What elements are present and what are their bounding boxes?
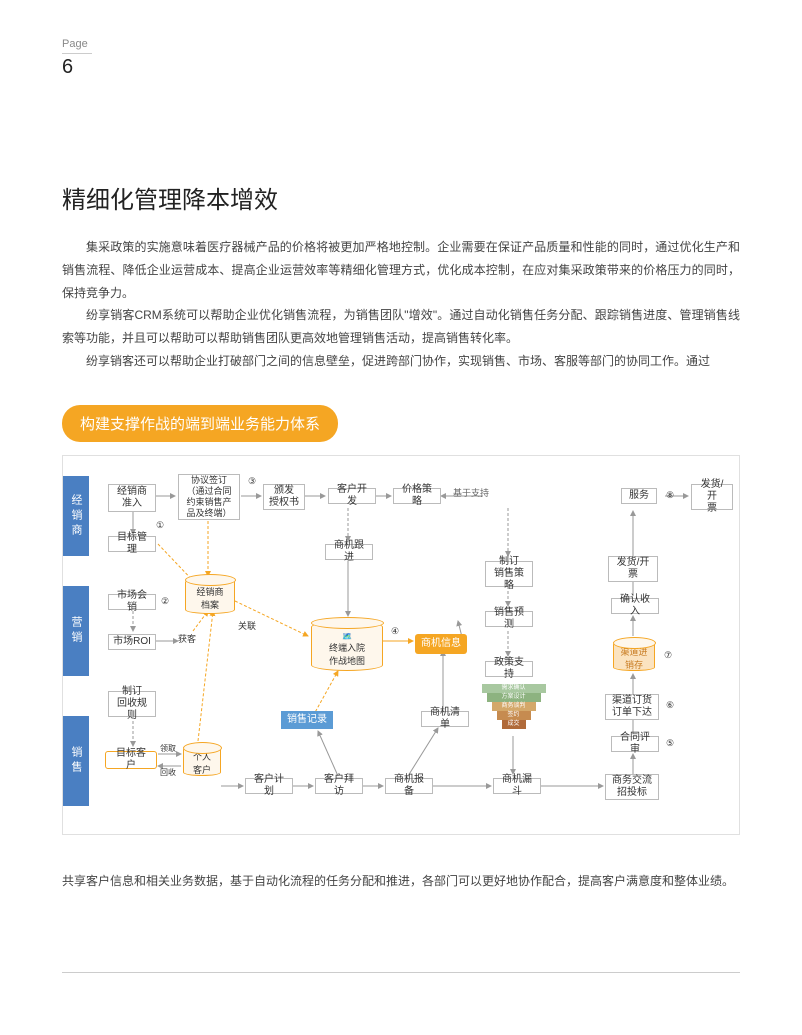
- node-market-roi: 市场ROI: [108, 634, 156, 650]
- page-number: 6: [62, 56, 92, 79]
- node-service: 服务: [621, 488, 657, 504]
- node-target-mgmt: 目标管理: [108, 536, 156, 552]
- funnel-l4: 签约: [497, 711, 531, 720]
- node-customer-plan: 客户计划: [245, 778, 293, 794]
- circle-2: ②: [158, 594, 172, 608]
- node-oppty-follow: 商机跟进: [325, 544, 373, 560]
- node-customer-visit: 客户拜访: [315, 778, 363, 794]
- label-link: 关联: [238, 621, 256, 632]
- cylinder-personal-label: 个人客户: [193, 750, 211, 776]
- paragraph-2: 纷享销客CRM系统可以帮助企业优化销售流程，为销售团队"增效"。通过自动化销售任…: [62, 304, 740, 350]
- node-price-strategy: 价格策略: [393, 488, 441, 504]
- circle-5: ⑤: [663, 736, 677, 750]
- cylinder-dealer-profile-label: 经销商档案: [196, 585, 223, 611]
- main-title: 精细化管理降本增效: [62, 180, 278, 215]
- tag-sales-record: 销售记录: [281, 711, 333, 729]
- label-collect: 领取: [160, 744, 176, 754]
- lane-marketing: 营销: [63, 586, 89, 676]
- cylinder-channel-stock-label: 渠道进销存: [620, 645, 647, 671]
- circle-7: ⑦: [661, 648, 675, 662]
- node-oppty-report: 商机报备: [385, 778, 433, 794]
- circle-6: ⑥: [663, 698, 677, 712]
- node-auth: 颁发授权书: [263, 484, 305, 510]
- node-channel-order: 渠道订货订单下达: [605, 694, 659, 720]
- page-header: Page 6: [62, 38, 92, 79]
- cylinder-dealer-profile: 经销商档案: [185, 578, 235, 614]
- label-return: 回收: [160, 768, 176, 778]
- page-bottom-rule: [62, 972, 740, 973]
- node-oppty-list: 商机清单: [421, 711, 469, 727]
- paragraph-1: 集采政策的实施意味着医疗器械产品的价格将被更加严格地控制。企业需要在保证产品质量…: [62, 236, 740, 304]
- paragraph-3: 纷享销客还可以帮助企业打破部门之间的信息壁垒，促进跨部门协作，实现销售、市场、客…: [62, 350, 740, 373]
- node-contract-sign: 协议签订（通过合同约束销售产品及终端）: [178, 474, 240, 520]
- circle-3: ③: [245, 474, 259, 488]
- node-dealer-entry: 经销商准入: [108, 484, 156, 512]
- node-oppty-funnel: 商机漏斗: [493, 778, 541, 794]
- circle-8: ⑧: [663, 488, 677, 502]
- node-biz-exchange: 商务交流招投标: [605, 774, 659, 800]
- circle-1: ①: [153, 518, 167, 532]
- funnel-l1: 需求确认: [482, 684, 546, 693]
- node-recycle-rule: 制订回收规则: [108, 691, 156, 717]
- page-label: Page: [62, 38, 92, 54]
- node-market-event: 市场会销: [108, 594, 156, 610]
- cylinder-channel-stock: 渠道进销存: [613, 641, 655, 671]
- funnel-l2: 方案设计: [487, 693, 541, 702]
- node-contract-review: 合同评审: [611, 736, 659, 752]
- label-support-based: 基于支持: [453, 488, 489, 499]
- flowchart-diagram: 经销商 营销 销售: [62, 455, 740, 835]
- node-ship-invoice: 发货/开票: [608, 556, 658, 582]
- lane-sales: 销售: [63, 716, 89, 806]
- circle-4: ④: [388, 624, 402, 638]
- node-sales-forecast: 销售预测: [485, 611, 533, 627]
- funnel-l5: 成交: [502, 720, 526, 729]
- paragraph-4: 共享客户信息和相关业务数据，基于自动化流程的任务分配和推进，各部门可以更好地协作…: [62, 870, 740, 893]
- section-banner: 构建支撑作战的端到端业务能力体系: [62, 405, 338, 442]
- label-acquire: 获客: [178, 634, 196, 645]
- node-customer-dev: 客户开发: [328, 488, 376, 504]
- node-policy-support: 政策支持: [485, 661, 533, 677]
- cylinder-personal-customer: 个人客户: [183, 746, 221, 776]
- lane-distributor: 经销商: [63, 476, 89, 556]
- node-sales-strategy: 制订销售策略: [485, 561, 533, 587]
- funnel-chart: 需求确认 方案设计 商务谈判 签约 成交: [481, 684, 546, 739]
- node-ship-invoice-2: 发货/开票: [691, 484, 733, 510]
- node-confirm-revenue: 确认收入: [611, 598, 659, 614]
- cylinder-hospital-map-label: 终端入院作战地图: [329, 641, 365, 667]
- node-target-customer: 目标客户: [105, 751, 157, 769]
- funnel-l3: 商务谈判: [492, 702, 536, 711]
- cylinder-hospital-map: 🗺️ 终端入院作战地图: [311, 621, 383, 671]
- tag-oppty-info: 商机信息: [415, 634, 467, 654]
